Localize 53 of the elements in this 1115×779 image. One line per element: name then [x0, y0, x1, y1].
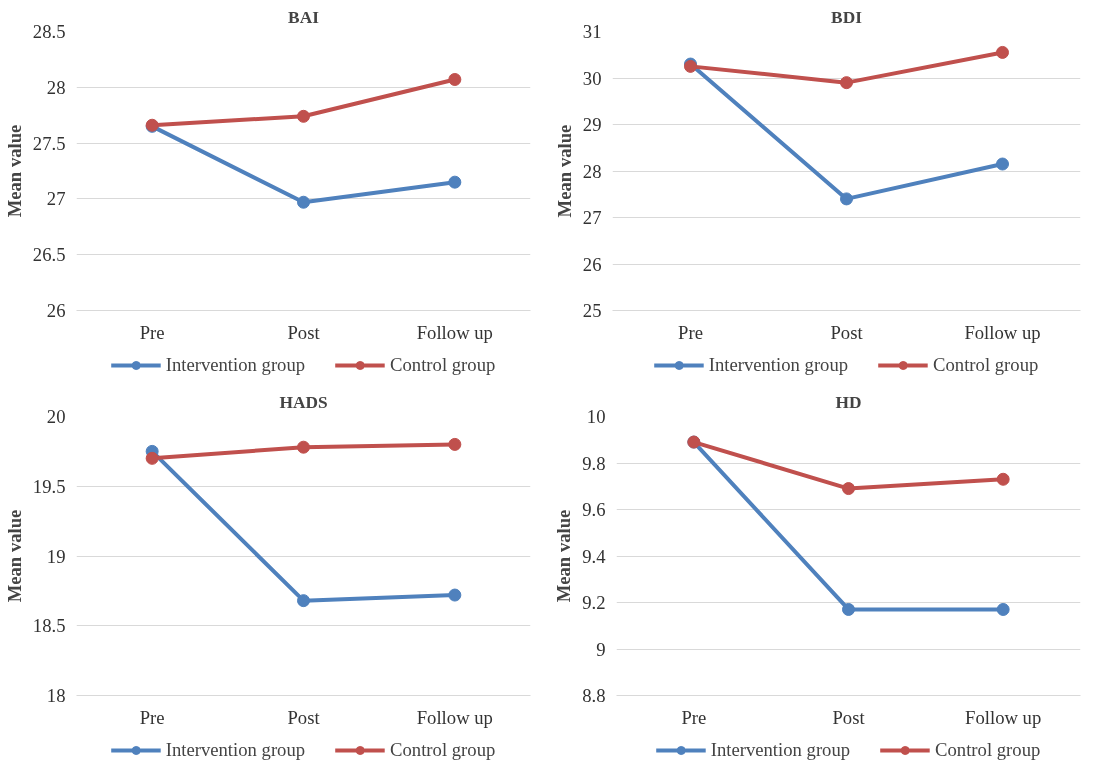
x-tick-label: Pre: [139, 321, 165, 343]
y-tick-label: 26.5: [32, 244, 66, 266]
legend-label: Intervention group: [710, 739, 851, 761]
y-tick-label: 28.5: [32, 21, 66, 42]
x-tick-label: Follow up: [964, 321, 1041, 343]
chart-title: BAI: [288, 7, 320, 27]
y-tick-label: 28: [582, 160, 602, 182]
y-tick-label: 30: [582, 67, 602, 89]
y-tick-label: 27.5: [32, 132, 66, 154]
x-tick-label: Follow up: [416, 706, 493, 728]
y-tick-label: 29: [582, 114, 602, 135]
y-tick-label: 8.8: [582, 685, 606, 706]
y-tick-label: 10: [586, 406, 606, 427]
y-tick-label: 20: [46, 406, 66, 427]
x-tick-label: Post: [287, 321, 321, 343]
y-tick-label: 25: [582, 300, 602, 321]
y-tick-label: 18.5: [32, 615, 66, 637]
chart-title: BDI: [831, 7, 863, 27]
x-tick-label: Pre: [139, 706, 165, 728]
x-tick-label: Pre: [681, 706, 707, 728]
x-tick-label: Follow up: [416, 321, 493, 343]
legend-label: Control group: [390, 739, 496, 761]
y-axis-title: Mean value: [3, 509, 25, 603]
y-tick-label: 27: [582, 207, 602, 228]
y-tick-label: 19.5: [32, 475, 66, 497]
x-tick-label: Post: [287, 706, 321, 728]
y-axis-title: Mean value: [553, 509, 575, 603]
y-tick-label: 9.2: [582, 592, 606, 613]
y-tick-label: 28: [46, 76, 66, 98]
x-tick-label: Post: [830, 321, 864, 343]
legend-label: Control group: [935, 739, 1041, 761]
chart-title: HD: [835, 392, 862, 412]
x-tick-label: Follow up: [965, 706, 1042, 728]
legend-label: Control group: [390, 354, 496, 376]
y-tick-label: 26: [582, 253, 602, 275]
y-tick-label: 27: [46, 188, 66, 210]
y-tick-label: 9: [596, 638, 606, 660]
x-tick-label: Pre: [678, 321, 703, 343]
y-tick-label: 26: [46, 300, 66, 321]
y-tick-label: 18: [46, 685, 66, 706]
chart-title: HADS: [279, 392, 328, 412]
y-tick-label: 19: [46, 545, 66, 567]
y-axis-title: Mean value: [553, 124, 575, 218]
y-tick-label: 9.4: [582, 545, 607, 567]
y-tick-label: 9.8: [582, 452, 606, 474]
legend-label: Intervention group: [165, 354, 306, 376]
legend-label: Control group: [933, 354, 1039, 376]
y-tick-label: 9.6: [582, 499, 606, 520]
legend-label: Intervention group: [165, 739, 306, 761]
y-axis-title: Mean value: [3, 124, 25, 218]
x-tick-label: Post: [832, 706, 866, 728]
y-tick-label: 31: [582, 21, 602, 42]
legend-label: Intervention group: [708, 354, 849, 376]
